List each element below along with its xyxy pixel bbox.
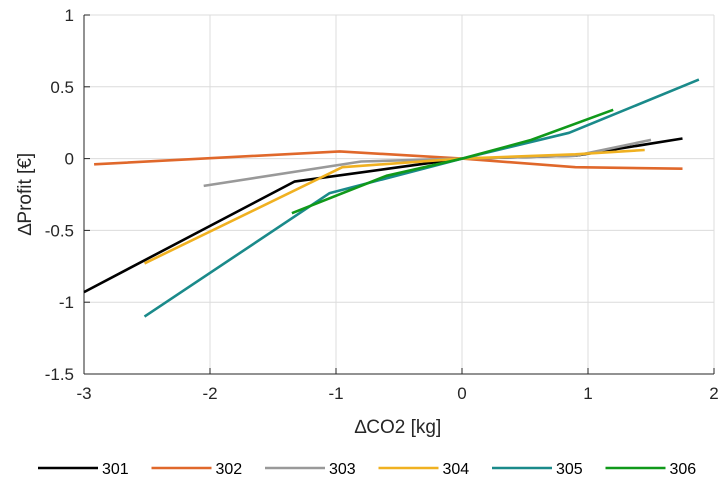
legend-label-304: 304 — [443, 461, 470, 478]
x-tick-label: -2 — [202, 384, 217, 403]
series-line-305 — [143, 78, 700, 318]
legend-label-303: 303 — [329, 461, 356, 478]
tick-labels: -3 -2 -1 0 1 2 -1.5 -1 -0.5 0 0.5 1 — [45, 6, 719, 403]
x-tick-label: 0 — [457, 384, 466, 403]
y-tick-label: -1 — [59, 293, 74, 312]
legend-label-305: 305 — [556, 461, 583, 478]
legend-label-306: 306 — [670, 461, 697, 478]
x-tick-label: -3 — [76, 384, 91, 403]
y-tick-label: 1 — [65, 6, 74, 25]
x-tick-label: 2 — [709, 384, 718, 403]
x-tick-label: -1 — [328, 384, 343, 403]
y-tick-label: 0.5 — [50, 78, 74, 97]
grid — [83, 14, 715, 375]
legend-label-301: 301 — [102, 461, 129, 478]
legend: 301 302 303 304 305 306 — [38, 461, 696, 478]
axes — [83, 14, 715, 375]
y-tick-label: -0.5 — [45, 221, 74, 240]
y-tick-label: 0 — [65, 150, 74, 169]
x-axis-label: ∆CO2 [kg] — [355, 417, 442, 438]
y-axis-label: ∆Profit [€] — [15, 153, 36, 235]
x-tick-label: 1 — [583, 384, 592, 403]
y-tick-label: -1.5 — [45, 365, 74, 384]
legend-label-302: 302 — [216, 461, 243, 478]
series-line-306 — [291, 108, 614, 215]
series-lines — [83, 78, 700, 318]
